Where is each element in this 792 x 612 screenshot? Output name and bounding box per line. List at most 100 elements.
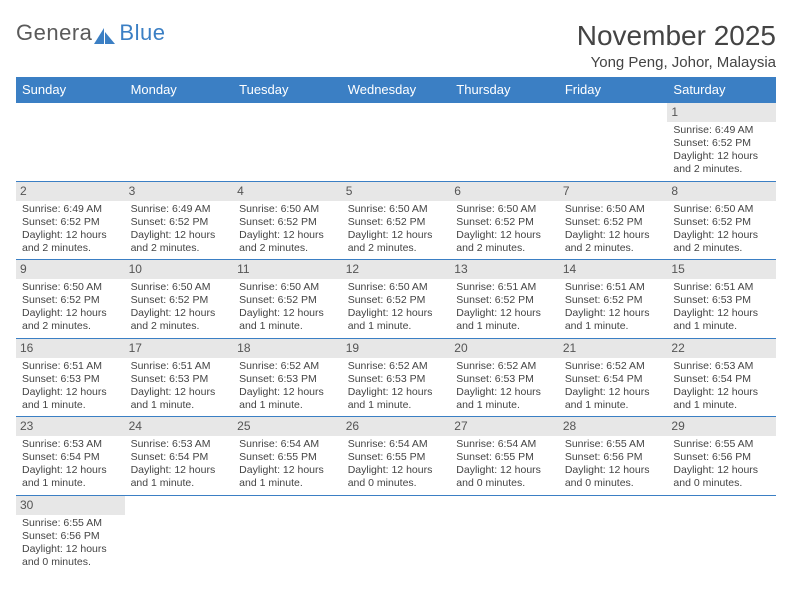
daylight-line: Daylight: 12 hours and 2 minutes. [131,307,228,333]
calendar-cell [125,496,234,574]
sunset-line: Sunset: 6:55 PM [239,451,336,464]
day-number: 10 [125,260,234,279]
daylight-line: Daylight: 12 hours and 0 minutes. [565,464,662,490]
day-number: 13 [450,260,559,279]
day-number: 2 [16,182,125,201]
calendar-cell [450,496,559,574]
daylight-line: Daylight: 12 hours and 1 minute. [239,386,336,412]
day-number: 8 [667,182,776,201]
sunrise-line: Sunrise: 6:50 AM [239,203,336,216]
calendar-cell: 24Sunrise: 6:53 AMSunset: 6:54 PMDayligh… [125,417,234,496]
sunset-line: Sunset: 6:52 PM [565,294,662,307]
sunrise-line: Sunrise: 6:54 AM [348,438,445,451]
day-number: 7 [559,182,668,201]
sunrise-line: Sunrise: 6:51 AM [673,281,770,294]
logo-text-2: Blue [119,20,165,46]
sunrise-line: Sunrise: 6:50 AM [131,281,228,294]
sunset-line: Sunset: 6:52 PM [456,294,553,307]
daylight-line: Daylight: 12 hours and 0 minutes. [22,543,119,569]
sunset-line: Sunset: 6:52 PM [348,216,445,229]
day-number: 19 [342,339,451,358]
sunset-line: Sunset: 6:56 PM [22,530,119,543]
calendar-cell: 5Sunrise: 6:50 AMSunset: 6:52 PMDaylight… [342,182,451,261]
sunrise-line: Sunrise: 6:50 AM [348,203,445,216]
header: Genera Blue November 2025 Yong Peng, Joh… [16,20,776,71]
sunset-line: Sunset: 6:55 PM [348,451,445,464]
day-number: 23 [16,417,125,436]
daylight-line: Daylight: 12 hours and 2 minutes. [22,307,119,333]
weekday-sun: Sunday [16,77,125,103]
calendar-cell: 29Sunrise: 6:55 AMSunset: 6:56 PMDayligh… [667,417,776,496]
sunrise-line: Sunrise: 6:53 AM [131,438,228,451]
calendar-cell: 25Sunrise: 6:54 AMSunset: 6:55 PMDayligh… [233,417,342,496]
sunset-line: Sunset: 6:55 PM [456,451,553,464]
calendar-cell [125,103,234,182]
calendar-cell: 17Sunrise: 6:51 AMSunset: 6:53 PMDayligh… [125,339,234,418]
daylight-line: Daylight: 12 hours and 0 minutes. [673,464,770,490]
sunset-line: Sunset: 6:52 PM [239,294,336,307]
calendar-cell: 21Sunrise: 6:52 AMSunset: 6:54 PMDayligh… [559,339,668,418]
calendar-cell: 7Sunrise: 6:50 AMSunset: 6:52 PMDaylight… [559,182,668,261]
day-number: 9 [16,260,125,279]
sunrise-line: Sunrise: 6:53 AM [673,360,770,373]
day-number: 22 [667,339,776,358]
weekday-header: Sunday Monday Tuesday Wednesday Thursday… [16,77,776,103]
daylight-line: Daylight: 12 hours and 1 minute. [348,386,445,412]
calendar-cell: 13 Sunrise: 6:51 AMSunset: 6:52 PMDayligh… [450,260,559,339]
sunset-line: Sunset: 6:53 PM [22,373,119,386]
sunset-line: Sunset: 6:52 PM [565,216,662,229]
calendar-cell: 15Sunrise: 6:51 AMSunset: 6:53 PMDayligh… [667,260,776,339]
sunset-line: Sunset: 6:52 PM [456,216,553,229]
day-number: 14 [559,260,668,279]
sunset-line: Sunset: 6:52 PM [22,294,119,307]
daylight-line: Daylight: 12 hours and 1 minute. [239,464,336,490]
sunrise-line: Sunrise: 6:55 AM [673,438,770,451]
sunset-line: Sunset: 6:54 PM [565,373,662,386]
day-number: 24 [125,417,234,436]
sunrise-line: Sunrise: 6:51 AM [456,281,553,294]
weekday-sat: Saturday [667,77,776,103]
day-number: 30 [16,496,125,515]
daylight-line: Daylight: 12 hours and 1 minute. [673,307,770,333]
weekday-thu: Thursday [450,77,559,103]
sunset-line: Sunset: 6:54 PM [131,451,228,464]
calendar-cell [233,103,342,182]
daylight-line: Daylight: 12 hours and 1 minute. [131,386,228,412]
daylight-line: Daylight: 12 hours and 2 minutes. [22,229,119,255]
sunrise-line: Sunrise: 6:52 AM [565,360,662,373]
daylight-line: Daylight: 12 hours and 1 minute. [456,307,553,333]
day-number: 1 [667,103,776,122]
sunrise-line: Sunrise: 6:49 AM [131,203,228,216]
sunset-line: Sunset: 6:53 PM [456,373,553,386]
sunrise-line: Sunrise: 6:53 AM [22,438,119,451]
calendar-grid: 1Sunrise: 6:49 AMSunset: 6:52 PMDaylight… [16,103,776,573]
sunrise-line: Sunrise: 6:50 AM [22,281,119,294]
sunrise-line: Sunrise: 6:55 AM [22,517,119,530]
weekday-tue: Tuesday [233,77,342,103]
calendar-cell: 22Sunrise: 6:53 AMSunset: 6:54 PMDayligh… [667,339,776,418]
sunrise-line: Sunrise: 6:55 AM [565,438,662,451]
sunrise-line: Sunrise: 6:51 AM [565,281,662,294]
sunrise-line: Sunrise: 6:49 AM [22,203,119,216]
sunset-line: Sunset: 6:52 PM [673,216,770,229]
sunrise-line: Sunrise: 6:52 AM [239,360,336,373]
sunset-line: Sunset: 6:53 PM [131,373,228,386]
sunset-line: Sunset: 6:54 PM [673,373,770,386]
sunrise-line: Sunrise: 6:54 AM [239,438,336,451]
day-number: 18 [233,339,342,358]
sunset-line: Sunset: 6:56 PM [673,451,770,464]
sunrise-line: Sunrise: 6:54 AM [456,438,553,451]
calendar-cell: 14 Sunrise: 6:51 AMSunset: 6:52 PMDayligh… [559,260,668,339]
calendar-cell: 10Sunrise: 6:50 AMSunset: 6:52 PMDayligh… [125,260,234,339]
month-title: November 2025 [577,20,776,52]
sunrise-line: Sunrise: 6:51 AM [131,360,228,373]
daylight-line: Daylight: 12 hours and 1 minute. [565,307,662,333]
logo: Genera Blue [16,20,165,46]
sunset-line: Sunset: 6:52 PM [22,216,119,229]
sunset-line: Sunset: 6:52 PM [673,137,770,150]
sunrise-line: Sunrise: 6:50 AM [456,203,553,216]
sunrise-line: Sunrise: 6:49 AM [673,124,770,137]
calendar-cell: 16Sunrise: 6:51 AMSunset: 6:53 PMDayligh… [16,339,125,418]
daylight-line: Daylight: 12 hours and 2 minutes. [348,229,445,255]
calendar-cell [16,103,125,182]
